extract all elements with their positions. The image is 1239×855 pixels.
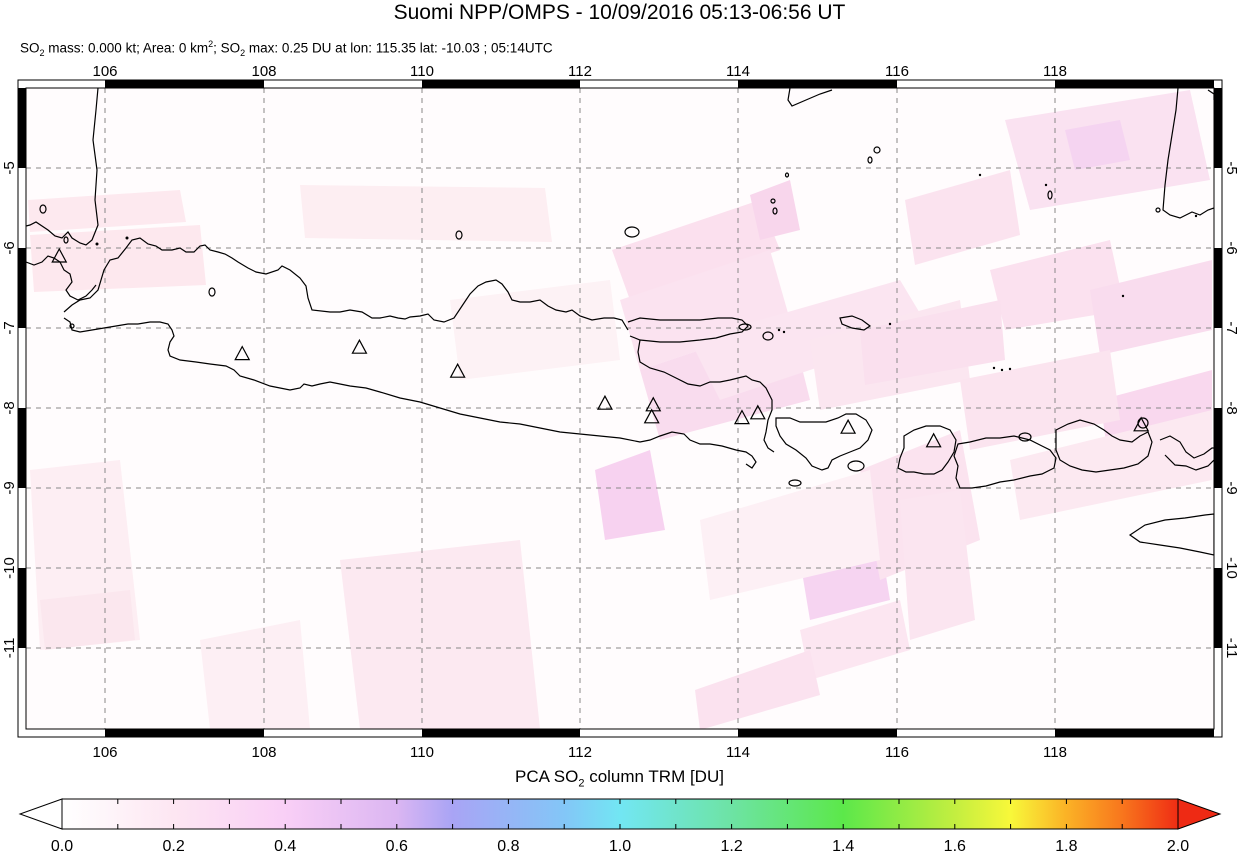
lon-tick-label: 118 [1043, 744, 1067, 761]
lat-tick-label: -10 [1223, 557, 1239, 579]
colorbar-tick-label: 1.2 [720, 838, 742, 855]
lon-tick-label: 108 [251, 63, 276, 80]
lon-tick-label: 116 [885, 744, 909, 761]
colorbar-under-arrow [18, 798, 63, 830]
lon-tick-label: 106 [92, 63, 117, 80]
colorbar-tick-labels: 0.0 0.2 0.4 0.6 0.8 1.0 1.2 1.4 1.6 1.8 2.0 [51, 838, 1189, 855]
lat-tick-label: -5 [1, 161, 18, 174]
map-plot-area [26, 88, 1214, 729]
lon-tick-label: 114 [726, 63, 750, 80]
volcano-triangle-icon [51, 247, 68, 263]
lat-tick-label: -11 [1, 638, 18, 659]
volcano-triangle-icon [733, 409, 750, 425]
lat-tick-label: -10 [1, 557, 18, 579]
lat-tick-label: -8 [1, 401, 18, 414]
lon-tick-label: 112 [568, 744, 592, 761]
volcano-triangle-icon [643, 408, 660, 424]
lon-tick-label: 110 [410, 63, 434, 80]
volcano-triangle-icon [234, 345, 251, 361]
lat-tick-labels-left: -5 -6 -7 -8 -9 -10 -11 [1, 161, 18, 658]
lon-tick-label: 112 [568, 63, 592, 80]
left-scale-bar [18, 88, 26, 648]
top-scale-bar [105, 80, 1214, 88]
colorbar-tick-label: 0.2 [162, 838, 184, 855]
bottom-scale-bar [105, 729, 1214, 737]
colorbar-tick-label: 0.8 [497, 838, 519, 855]
volcano-triangle-icon [925, 432, 942, 448]
map-subtitle: SO2 mass: 0.000 kt; Area: 0 km2; SO2 max… [20, 35, 553, 62]
lat-tick-label: -6 [1223, 241, 1239, 254]
lat-tick-label: -6 [1, 241, 18, 254]
so2-max-label: ; SO [213, 40, 241, 56]
map-gridlines [26, 88, 1214, 729]
volcano-triangle-icon [1133, 416, 1150, 432]
lat-tick-labels-right: -5 -6 -7 -8 -9 -10 -11 [1223, 161, 1239, 658]
lat-tick-label: -11 [1223, 638, 1239, 659]
lon-tick-labels-top: 106 108 110 112 114 116 118 [92, 63, 1066, 80]
lon-tick-label: 106 [92, 744, 117, 761]
coastlines [26, 88, 1214, 556]
so2-max-text: max: 0.25 DU at lon: 115.35 lat: -10.03 … [245, 40, 553, 56]
colorbar-tick-label: 1.6 [944, 838, 966, 855]
superscript: 2 [208, 39, 214, 49]
colorbar-title: PCA SO2 column TRM [DU] [0, 767, 1239, 789]
colorbar-minor-ticks [61, 799, 1179, 829]
lat-tick-label: -5 [1223, 161, 1239, 174]
colorbar-tick-label: 0.4 [274, 838, 296, 855]
colorbar-tick-label: 1.0 [609, 838, 631, 855]
lon-tick-label: 114 [726, 744, 750, 761]
colorbar-title-post: column TRM [DU] [584, 767, 724, 786]
lat-tick-label: -9 [1223, 481, 1239, 494]
subscript: 2 [240, 48, 246, 59]
lat-tick-label: -9 [1, 481, 18, 494]
volcano-markers [51, 247, 1150, 448]
volcano-triangle-icon [840, 418, 857, 434]
lon-tick-label: 110 [410, 744, 434, 761]
subscript: 2 [39, 48, 45, 59]
colorbar-tick-label: 1.4 [832, 838, 854, 855]
volcano-triangle-icon [351, 338, 368, 354]
volcano-triangle-icon [449, 362, 466, 378]
volcano-triangle-icon [645, 396, 662, 412]
volcano-triangle-icon [596, 394, 613, 410]
colorbar-tick-label: 0.6 [386, 838, 408, 855]
subscript: 2 [578, 777, 585, 790]
lat-tick-label: -7 [1223, 321, 1239, 334]
colorbar-title-pre: PCA SO [515, 767, 579, 786]
colorbar-over-arrow [1177, 798, 1222, 830]
lon-tick-label: 116 [885, 63, 909, 80]
right-scale-bar [1214, 88, 1222, 648]
lon-tick-labels-bottom: 106 108 110 112 114 116 118 [92, 744, 1066, 761]
so2-mass-area-text: mass: 0.000 kt; Area: 0 km [44, 40, 209, 56]
lat-tick-label: -8 [1223, 401, 1239, 414]
colorbar-tick-label: 2.0 [1167, 838, 1189, 855]
so2-swath-pixels [28, 90, 1212, 729]
small-island-dots [95, 173, 1198, 372]
colorbar: 0.0 0.2 0.4 0.6 0.8 1.0 1.2 1.4 1.6 1.8 2.0 [18, 798, 1222, 855]
so2-mass-label: SO [20, 40, 40, 56]
lat-tick-label: -7 [1, 321, 18, 334]
lon-tick-label: 118 [1043, 63, 1067, 80]
map-title: Suomi NPP/OMPS - 10/09/2016 05:13-06:56 … [393, 1, 846, 24]
volcano-triangle-icon [749, 404, 766, 420]
lon-tick-label: 108 [251, 744, 276, 761]
colorbar-tick-label: 1.8 [1055, 838, 1077, 855]
colorbar-tick-label: 0.0 [51, 838, 73, 855]
